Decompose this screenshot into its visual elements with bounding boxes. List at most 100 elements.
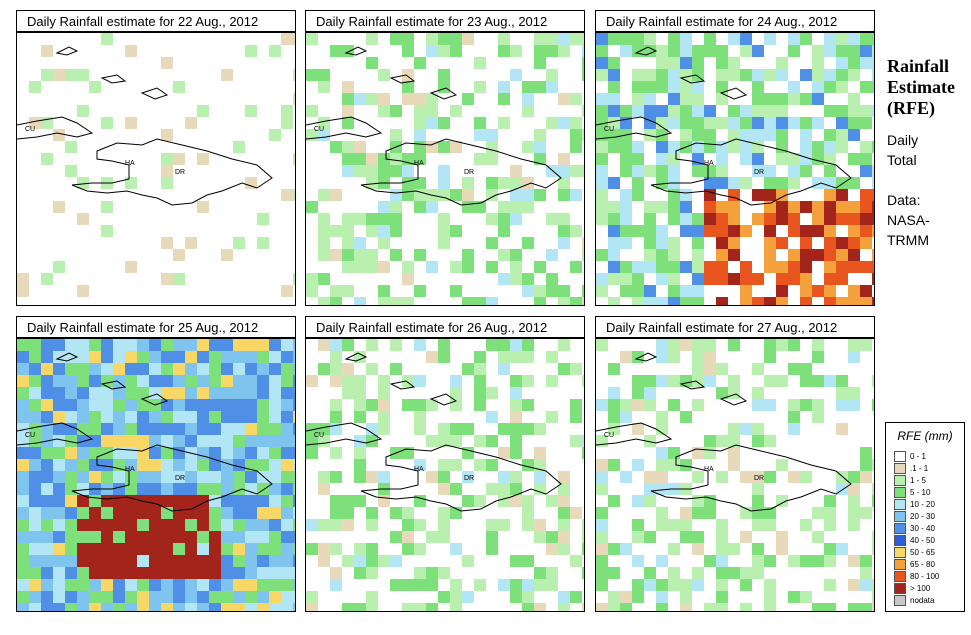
rainfall-cell: [342, 213, 354, 225]
rainfall-cell: [390, 225, 402, 237]
rainfall-cell: [29, 495, 41, 507]
rainfall-cell: [752, 69, 764, 81]
rainfall-cell: [570, 141, 582, 153]
rainfall-cell: [450, 33, 462, 45]
rainfall-cell: [438, 339, 450, 351]
rainfall-cell: [776, 177, 788, 189]
rainfall-cell: [197, 591, 209, 603]
rainfall-cell: [812, 57, 824, 69]
rainfall-cell: [402, 297, 414, 305]
rainfall-cell: [125, 543, 137, 555]
rainfall-cell: [656, 57, 668, 69]
rainfall-cell: [318, 519, 330, 531]
rainfall-cell: [608, 33, 620, 45]
rainfall-cell: [450, 225, 462, 237]
rainfall-cell: [836, 141, 848, 153]
rainfall-cell: [546, 81, 558, 93]
rainfall-cell: [656, 591, 668, 603]
rainfall-cell: [281, 483, 293, 495]
rainfall-cell: [752, 399, 764, 411]
rainfall-cell: [161, 579, 173, 591]
rainfall-cell: [293, 435, 295, 447]
rainfall-cell: [788, 93, 800, 105]
rainfall-cell: [740, 273, 752, 285]
rainfall-cell: [378, 93, 390, 105]
rainfall-cell: [269, 603, 281, 611]
rainfall-cell: [764, 93, 776, 105]
rainfall-cell: [390, 507, 402, 519]
rainfall-cell: [692, 117, 704, 129]
rainfall-cell: [680, 459, 692, 471]
rainfall-cell: [378, 495, 390, 507]
rainfall-cell: [149, 555, 161, 567]
rainfall-cell: [281, 567, 293, 579]
rainfall-cell: [125, 351, 137, 363]
rainfall-cell: [752, 519, 764, 531]
rainfall-cell: [836, 249, 848, 261]
rainfall-cell: [608, 495, 620, 507]
rainfall-cell: [342, 141, 354, 153]
rainfall-cell: [233, 555, 245, 567]
rainfall-cell: [233, 603, 245, 611]
rainfall-cell: [680, 579, 692, 591]
rainfall-cell: [281, 351, 293, 363]
rainfall-cell: [656, 459, 668, 471]
rainfall-cell: [185, 471, 197, 483]
panel-title: Daily Rainfall estimate for 25 Aug., 201…: [16, 316, 296, 338]
rainfall-cell: [77, 339, 89, 351]
rainfall-cell: [716, 567, 728, 579]
rainfall-cell: [498, 213, 510, 225]
rainfall-cell: [77, 567, 89, 579]
rainfall-cell: [716, 543, 728, 555]
rainfall-cell: [656, 447, 668, 459]
rainfall-cell: [221, 555, 233, 567]
rainfall-cell: [596, 555, 608, 567]
rainfall-cell: [668, 579, 680, 591]
rainfall-cell: [704, 435, 716, 447]
rainfall-cell: [257, 447, 269, 459]
rainfall-cell: [582, 519, 584, 531]
panel-title: Daily Rainfall estimate for 23 Aug., 201…: [305, 10, 585, 32]
rainfall-cell: [860, 105, 872, 117]
rainfall-cell: [534, 57, 546, 69]
rainfall-cell: [860, 141, 872, 153]
rainfall-cell: [41, 459, 53, 471]
rainfall-cell: [704, 507, 716, 519]
rainfall-cell: [644, 579, 656, 591]
rainfall-cell: [740, 33, 752, 45]
rainfall-cell: [788, 471, 800, 483]
rainfall-cell: [788, 555, 800, 567]
rainfall-cell: [197, 495, 209, 507]
rainfall-cell: [161, 447, 173, 459]
rainfall-cell: [788, 423, 800, 435]
rainfall-cell: [125, 579, 137, 591]
rainfall-cell: [77, 459, 89, 471]
rainfall-cell: [41, 591, 53, 603]
rainfall-cell: [233, 543, 245, 555]
rainfall-cell: [354, 237, 366, 249]
rainfall-cell: [414, 117, 426, 129]
rainfall-cell: [848, 471, 860, 483]
rainfall-cell: [318, 273, 330, 285]
rainfall-cell: [644, 435, 656, 447]
rainfall-cell: [318, 213, 330, 225]
rainfall-cell: [414, 105, 426, 117]
rainfall-cell: [728, 447, 740, 459]
rainfall-cell: [608, 399, 620, 411]
rainfall-cell: [65, 579, 77, 591]
rainfall-cell: [668, 69, 680, 81]
rainfall-cell: [318, 339, 330, 351]
legend-swatch: [894, 451, 906, 462]
rainfall-cell: [656, 273, 668, 285]
rainfall-cell: [173, 507, 185, 519]
rainfall-cell: [293, 531, 295, 543]
rainfall-cell: [101, 411, 113, 423]
rainfall-cell: [161, 351, 173, 363]
legend-swatch: [894, 571, 906, 582]
rainfall-cell: [281, 579, 293, 591]
rainfall-cell: [77, 399, 89, 411]
rainfall-cell: [752, 507, 764, 519]
rainfall-cell: [257, 411, 269, 423]
rainfall-cell: [498, 495, 510, 507]
rainfall-cell: [632, 33, 644, 45]
